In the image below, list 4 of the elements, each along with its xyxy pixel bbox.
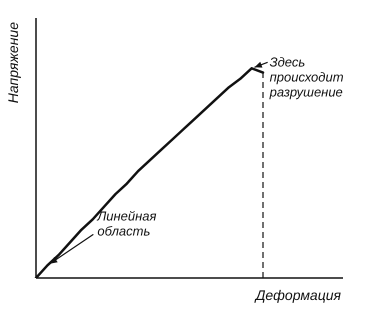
- annotation: Линейная область: [96, 208, 156, 238]
- text: Здесь происходит разрушение: [268, 54, 344, 100]
- x-axis-title: Деформация: [254, 287, 342, 303]
- y-axis-title: Напряжение: [5, 22, 21, 104]
